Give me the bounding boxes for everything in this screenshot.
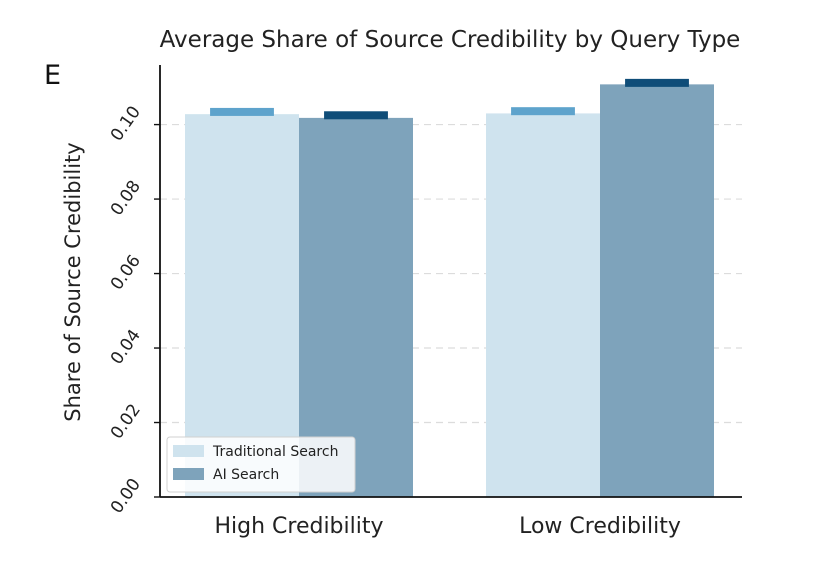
y-tick-label: 0.00 [107, 475, 145, 517]
legend-swatch [173, 468, 204, 480]
legend: Traditional Search AI Search [166, 436, 356, 493]
y-tick-label: 0.06 [107, 251, 145, 293]
legend-swatch [173, 445, 204, 457]
bar-error-marker [324, 111, 388, 120]
panel-label: E [44, 60, 62, 91]
axes [159, 65, 742, 498]
bar-error-marker [210, 107, 274, 116]
chart-title: Average Share of Source Credibility by Q… [160, 27, 741, 53]
y-tick-label: 0.08 [107, 177, 145, 219]
bar [299, 117, 413, 498]
x-category-labels: High Credibility Low Credibility [214, 514, 680, 539]
y-ticks: 0.00 0.02 0.04 0.06 0.08 0.10 [107, 102, 160, 517]
bar [600, 84, 714, 498]
y-tick-label: 0.02 [107, 400, 145, 442]
legend-box [166, 436, 356, 493]
legend-label: Traditional Search [212, 444, 338, 460]
y-axis-label: Share of Source Credibility [61, 142, 85, 421]
bar-error-marker [625, 78, 689, 87]
y-tick-label: 0.04 [107, 326, 145, 368]
legend-label: AI Search [213, 467, 279, 483]
bar-error-marker [511, 107, 575, 116]
bar [486, 113, 600, 498]
x-category-label: Low Credibility [519, 514, 681, 539]
bars [185, 78, 714, 498]
bar [185, 114, 299, 497]
x-category-label: High Credibility [214, 514, 383, 539]
y-tick-label: 0.10 [107, 102, 145, 144]
